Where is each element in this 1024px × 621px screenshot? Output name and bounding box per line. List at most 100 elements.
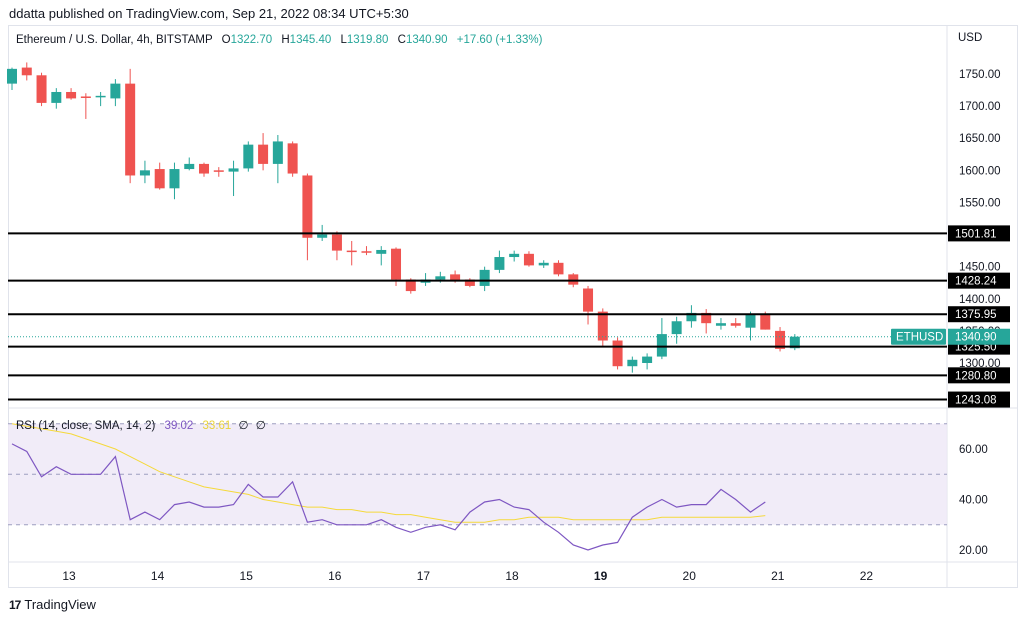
time-label: 18 [505,569,519,583]
high-value: 1345.40 [289,34,332,46]
candle-body[interactable] [213,170,224,172]
candle-body[interactable] [125,83,136,176]
symbol-tag-label: ETHUSD [896,332,943,344]
level-price-label: 1375.95 [955,309,997,321]
candle-body[interactable] [36,75,47,103]
footer-brand[interactable]: 17 TradingView [9,597,96,612]
candle-body[interactable] [228,168,239,172]
rsi-value: 39.02 [164,420,194,432]
low-value: 1319.80 [346,34,389,46]
rsi-tick-label: 40.00 [959,495,988,507]
candle-body[interactable] [509,253,520,258]
candle-body[interactable] [789,336,800,349]
level-price-label: 1243.08 [955,395,997,407]
candle-body[interactable] [715,323,726,326]
last-price-label: 1340.90 [955,332,997,344]
candle-body[interactable] [272,141,283,164]
candle-body[interactable] [538,262,549,266]
time-label: 13 [62,569,76,583]
chart-frame [8,25,1018,588]
candle-body[interactable] [154,169,165,189]
time-label: 16 [328,569,342,583]
last-price-tag [948,328,1010,345]
candle-body[interactable] [317,234,328,238]
level-price-label: 1428.24 [955,276,997,288]
candle-body[interactable] [701,312,712,324]
candle-body[interactable] [95,95,106,98]
level-price-tag [948,272,1010,289]
symbol-legend: Ethereum / U.S. Dollar, 4h, BITSTAMP O 13… [16,34,542,46]
candle-body[interactable] [391,248,402,280]
candle-body[interactable] [775,330,786,349]
candle-body[interactable] [450,274,461,281]
price-tick-label: 1300.00 [959,358,1001,370]
rsi-sma-line [11,423,766,523]
candle-body[interactable] [110,83,121,99]
candle-body[interactable] [642,356,653,363]
candle-body[interactable] [376,249,387,254]
candle-body[interactable] [287,143,298,174]
time-label: 22 [860,569,874,583]
candle-body[interactable] [7,68,17,84]
publish-info: ddatta published on TradingView.com, Sep… [9,6,409,21]
symbol-label: Ethereum / U.S. Dollar, 4h, BITSTAMP [16,34,213,46]
close-value: 1340.90 [405,34,448,46]
candle-body[interactable] [568,274,579,285]
high-label: H [281,34,290,46]
candle-body[interactable] [169,169,180,189]
candle-body[interactable] [671,321,682,335]
candle-body[interactable] [331,234,342,251]
rsi-legend: RSI (14, close, SMA, 14, 2) 39.02 33.61 … [16,418,266,432]
candle-body[interactable] [686,312,697,322]
na-value-1: ∅ [238,420,249,432]
candle-body[interactable] [184,163,195,170]
price-tick-label: 1400.00 [959,294,1001,306]
candle-body[interactable] [258,144,269,164]
candle-body[interactable] [553,262,564,275]
candle-body[interactable] [523,253,534,266]
candle-body[interactable] [656,334,667,357]
open-label: O [221,34,231,46]
candle-body[interactable] [405,279,416,292]
candle-body[interactable] [612,340,623,367]
time-label: 15 [240,569,254,583]
level-price-label: 1501.81 [955,228,997,240]
candle-body[interactable] [583,288,594,312]
candle-body[interactable] [80,96,91,98]
candle-body[interactable] [494,257,505,270]
candle-body[interactable] [346,250,357,253]
candle-body[interactable] [627,359,638,367]
candle-body[interactable] [760,314,771,330]
price-tick-label: 1550.00 [959,197,1001,209]
low-label: L [340,34,347,46]
time-label: 14 [151,569,165,583]
candle-body[interactable] [361,251,372,253]
candle-body[interactable] [243,144,254,169]
rsi-label: RSI (14, close, SMA, 14, 2) [16,420,156,432]
candle-body[interactable] [139,170,150,176]
candle-body[interactable] [435,276,446,280]
candle-body[interactable] [21,67,32,76]
currency-label[interactable]: USD [958,32,983,44]
rsi-sma-value: 33.61 [202,420,232,432]
time-label: 20 [683,569,697,583]
time-label: 17 [417,569,431,583]
candle-body[interactable] [479,269,490,286]
na-value-2: ∅ [255,420,266,432]
candle-body[interactable] [51,91,62,103]
candle-body[interactable] [66,91,77,99]
time-label: 19 [594,569,608,583]
rsi-line [11,443,766,551]
change-value: +17.60 (+1.33%) [456,34,543,46]
candle-body[interactable] [464,279,475,286]
candle-body[interactable] [730,323,741,326]
level-price-tag [948,225,1010,242]
candle-body[interactable] [745,314,756,328]
price-tick-label: 1450.00 [959,262,1001,274]
candle-body[interactable] [302,175,313,238]
candle-body[interactable] [199,163,210,174]
rsi-tick-label: 60.00 [959,444,988,456]
candle-body[interactable] [597,311,608,341]
level-price-tag [948,391,1010,408]
